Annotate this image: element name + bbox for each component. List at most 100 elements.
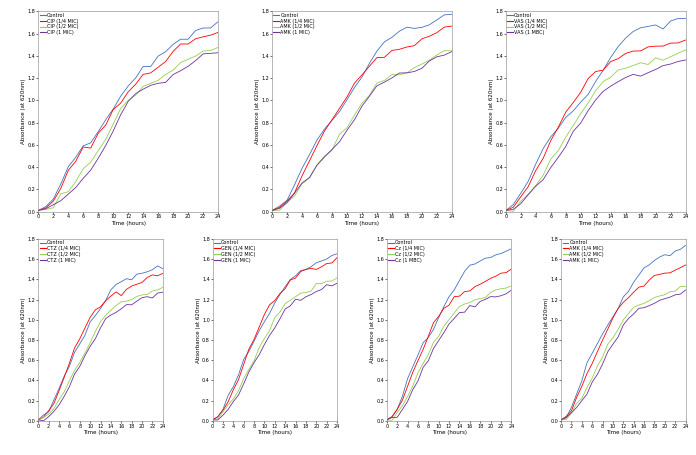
CTZ (1 MIC) [117,306,125,312]
Cz (1/4 MIC) [434,313,443,319]
AMK (1/2 MIC) [681,283,690,289]
Control [70,349,79,355]
VAS (1/2 MIC) [502,208,510,213]
Line: Control: Control [506,18,686,211]
Control [177,36,185,42]
CIP (1 MIC) [42,206,50,212]
AMK (1/4 MIC) [342,94,351,100]
AMK (1/2 MIC) [578,395,586,401]
Control [609,314,617,319]
AMK (1/4 MIC) [335,106,344,111]
Control [450,287,459,293]
Cz (1/2 MIC) [398,403,406,409]
Cz (1 MBC) [419,364,427,370]
AMK (1 MIC) [335,139,344,145]
CTZ (1/4 MIC) [133,282,141,287]
Control [487,255,495,260]
CIP (1 MIC) [214,50,222,56]
AMK (1/2 MIC) [425,57,434,63]
Control [410,25,418,31]
VAS (1/2 MIC) [592,88,600,93]
Y-axis label: Absorbance (at 620nm): Absorbance (at 620nm) [544,297,549,363]
GEN (1 MIC) [229,399,237,404]
GEN (1/4 MIC) [286,277,294,283]
AMK (1 MIC) [350,117,358,122]
GEN (1/4 MIC) [296,269,305,274]
AMK (1/4 MIC) [562,414,571,419]
AMK (1 MIC) [268,208,276,213]
Line: VAS (1 MBC): VAS (1 MBC) [506,60,686,211]
GEN (1 MIC) [312,289,320,294]
GEN (1/4 MIC) [229,387,237,393]
Cz (1/4 MIC) [409,369,417,375]
VAS (1 MBC) [576,120,585,126]
Control [614,44,622,50]
AMK (1 MIC) [635,306,643,311]
Control [358,75,366,80]
Control [335,109,344,115]
GEN (1/4 MIC) [224,399,232,404]
GEN (1 MIC) [245,369,253,374]
Control [677,247,685,252]
VAS (1/4 MIC) [629,48,638,54]
AMK (1 MIC) [583,391,591,397]
CTZ (1/4 MIC) [143,275,151,280]
CIP (1 MIC) [184,64,192,69]
AMK (1 MIC) [395,70,404,76]
Control [404,376,412,381]
AMK (1/4 MIC) [418,36,426,41]
AMK (1/2 MIC) [557,417,565,423]
VAS (1/4 MIC) [562,110,570,115]
GEN (1 MIC) [219,413,227,418]
GEN (1/4 MIC) [235,377,243,382]
VAS (1/2 MIC) [516,198,525,204]
Control [434,315,443,320]
Control [554,126,562,131]
CIP (1/4 MIC) [161,59,170,64]
AMK (1/4 MIC) [365,64,374,69]
GEN (1/2 MIC) [255,345,263,350]
GEN (1/2 MIC) [208,417,216,423]
GEN (1/4 MIC) [328,260,336,266]
Cz (1/4 MIC) [461,289,469,294]
Control [307,264,315,269]
GEN (1/2 MIC) [328,278,336,284]
VAS (1/4 MIC) [576,90,585,95]
AMK (1/4 MIC) [640,283,648,289]
AMK (1/2 MIC) [328,147,336,153]
Control [629,29,638,34]
AMK (1 MIC) [365,93,374,99]
GEN (1 MIC) [214,417,222,423]
AMK (1/4 MIC) [677,265,685,270]
Cz (1/4 MIC) [393,406,402,412]
GEN (1 MIC) [328,283,336,288]
AMK (1 MIC) [666,294,674,300]
AMK (1/4 MIC) [350,81,358,86]
Legend: Control, VAS (1/4 MIC), VAS (1/2 MIC), VAS (1 MBC): Control, VAS (1/4 MIC), VAS (1/2 MIC), V… [507,12,548,35]
Control [342,97,351,102]
Line: Control: Control [212,254,337,420]
CTZ (1/4 MIC) [91,307,100,313]
Control [224,393,232,398]
AMK (1/4 MIC) [403,44,411,50]
AMK (1/2 MIC) [298,181,306,187]
Cz (1/4 MIC) [491,273,500,279]
GEN (1/2 MIC) [302,290,310,295]
GEN (1/2 MIC) [317,281,326,286]
CIP (1/2 MIC) [49,205,58,211]
CIP (1 MIC) [154,81,162,86]
CIP (1 MIC) [49,202,58,207]
VAS (1/2 MIC) [546,157,555,162]
AMK (1/2 MIC) [313,162,321,167]
GEN (1 MIC) [281,306,290,312]
AMK (1/4 MIC) [661,270,669,276]
GEN (1/4 MIC) [260,312,269,317]
Cz (1/2 MIC) [413,370,422,375]
Line: AMK (1 MIC): AMK (1 MIC) [272,51,452,211]
AMK (1 MIC) [629,311,638,317]
VAS (1 MBC) [524,192,532,197]
GEN (1 MIC) [322,282,331,288]
Control [645,262,654,268]
CIP (1/2 MIC) [184,56,192,62]
VAS (1 MBC) [659,63,667,68]
